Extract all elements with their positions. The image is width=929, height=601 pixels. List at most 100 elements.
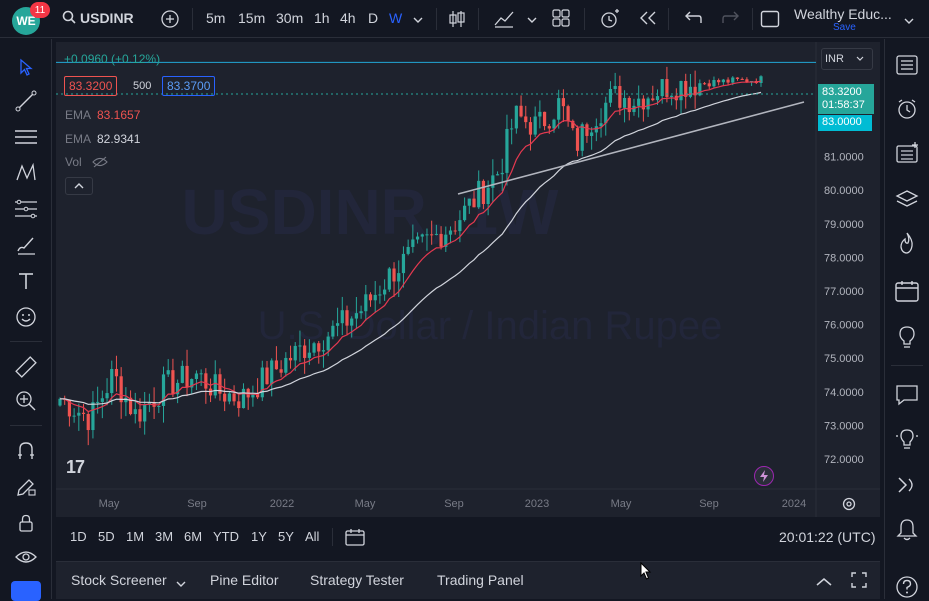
ema2-label[interactable]: EMA bbox=[65, 132, 92, 146]
replay-icon[interactable] bbox=[638, 10, 658, 29]
tab-trading-panel[interactable]: Trading Panel bbox=[437, 572, 524, 588]
settings-gear-icon[interactable] bbox=[841, 496, 857, 517]
range-6m[interactable]: 6M bbox=[184, 529, 203, 544]
candle-body bbox=[524, 116, 528, 123]
chevron-down-icon[interactable] bbox=[904, 13, 914, 29]
fullscreen-box-icon[interactable] bbox=[760, 9, 780, 32]
price-chart[interactable]: USDINR, 1W U.S. Dollar / Indian Rupee 82… bbox=[56, 42, 880, 517]
chevron-down-icon[interactable] bbox=[413, 12, 423, 28]
undo-icon[interactable] bbox=[684, 10, 702, 29]
cursor-arrow-icon[interactable] bbox=[12, 53, 40, 81]
emoji-icon[interactable] bbox=[12, 303, 40, 331]
ruler-icon[interactable] bbox=[12, 353, 40, 381]
symbol-search-icon[interactable] bbox=[62, 10, 76, 27]
magnet-icon[interactable] bbox=[12, 437, 40, 465]
interval-5m[interactable]: 5m bbox=[206, 10, 226, 26]
layout-grid-icon[interactable] bbox=[552, 9, 570, 30]
candle-body bbox=[566, 106, 570, 121]
price-tick-label: 77.0000 bbox=[824, 286, 864, 298]
bottom-panel-tabs: Stock Screener Pine Editor Strategy Test… bbox=[56, 561, 880, 599]
candle-body bbox=[542, 111, 547, 127]
ema1-label[interactable]: EMA bbox=[65, 108, 92, 122]
indicators-icon[interactable] bbox=[493, 9, 515, 32]
pencil-lock-icon[interactable] bbox=[12, 473, 40, 501]
candle-body bbox=[646, 98, 650, 110]
chart-pane[interactable]: USDINR, 1W U.S. Dollar / Indian Rupee 82… bbox=[56, 42, 880, 517]
brush-icon[interactable] bbox=[12, 231, 40, 259]
chevron-down-icon[interactable] bbox=[527, 12, 537, 28]
layout-name[interactable]: Wealthy Educ... bbox=[794, 6, 892, 22]
text-tool-icon[interactable] bbox=[12, 267, 40, 295]
trend-line-icon[interactable] bbox=[12, 87, 40, 115]
candle-body bbox=[321, 350, 326, 352]
range-1d[interactable]: 1D bbox=[70, 529, 87, 544]
eye-crossed-icon[interactable] bbox=[92, 155, 108, 173]
compare-add-icon[interactable] bbox=[160, 9, 180, 32]
volume-label[interactable]: Vol bbox=[65, 155, 82, 169]
tab-stock-screener[interactable]: Stock Screener bbox=[71, 572, 167, 588]
lightbulb-icon[interactable] bbox=[893, 323, 921, 351]
range-all[interactable]: All bbox=[305, 529, 320, 544]
interval-30m[interactable]: 30m bbox=[276, 10, 304, 26]
alert-clock-icon[interactable] bbox=[598, 8, 620, 33]
candle-body bbox=[255, 393, 260, 398]
tradingview-logo[interactable]: 17 bbox=[66, 457, 85, 477]
range-5y[interactable]: 5Y bbox=[278, 529, 294, 544]
utc-clock[interactable]: 20:01:22 (UTC) bbox=[779, 529, 876, 545]
interval-w[interactable]: W bbox=[389, 10, 403, 26]
range-5d[interactable]: 5D bbox=[98, 529, 115, 544]
chevron-down-icon[interactable] bbox=[176, 575, 186, 591]
candle-body bbox=[251, 393, 255, 398]
maximize-panel-icon[interactable] bbox=[851, 572, 867, 591]
candle-body bbox=[731, 77, 735, 83]
trash-icon[interactable] bbox=[11, 581, 41, 601]
redo-icon[interactable] bbox=[722, 10, 740, 29]
goto-date-icon[interactable] bbox=[345, 528, 365, 549]
currency-select[interactable]: INR bbox=[821, 48, 873, 70]
interval-4h[interactable]: 4h bbox=[340, 10, 356, 26]
chevron-up-icon[interactable] bbox=[816, 574, 832, 590]
ema-slow-line bbox=[59, 91, 762, 405]
hotlist-fire-icon[interactable] bbox=[893, 229, 921, 257]
range-3m[interactable]: 3M bbox=[155, 529, 174, 544]
help-icon[interactable] bbox=[893, 573, 921, 601]
lock-icon[interactable] bbox=[12, 509, 40, 537]
watchlist-icon[interactable] bbox=[893, 51, 921, 79]
candle-body bbox=[580, 124, 584, 151]
fib-tools-icon[interactable] bbox=[12, 195, 40, 223]
range-1m[interactable]: 1M bbox=[126, 529, 145, 544]
candle-body bbox=[514, 105, 518, 129]
ascending-trendline[interactable] bbox=[457, 101, 805, 195]
candle-body bbox=[157, 405, 161, 407]
save-button[interactable]: Save bbox=[833, 22, 856, 33]
symbol-name[interactable]: USDINR bbox=[80, 10, 134, 26]
streams-play-icon[interactable] bbox=[893, 471, 921, 499]
notification-bell-icon[interactable] bbox=[893, 515, 921, 543]
candle-body bbox=[453, 230, 457, 232]
layers-icon[interactable] bbox=[893, 185, 921, 213]
lightning-icon[interactable] bbox=[754, 466, 774, 486]
eye-icon[interactable] bbox=[12, 543, 40, 571]
calendar-icon[interactable] bbox=[893, 277, 921, 305]
zoom-in-icon[interactable] bbox=[12, 387, 40, 415]
tab-pine-editor[interactable]: Pine Editor bbox=[210, 572, 279, 588]
data-window-icon[interactable] bbox=[893, 139, 921, 167]
interval-1h[interactable]: 1h bbox=[314, 10, 330, 26]
buy-price-button[interactable]: 83.3700 bbox=[162, 76, 216, 96]
ideas-bulb-icon[interactable] bbox=[893, 425, 921, 453]
pattern-icon[interactable] bbox=[12, 159, 40, 187]
interval-15m[interactable]: 15m bbox=[238, 10, 266, 26]
range-1y[interactable]: 1Y bbox=[251, 529, 267, 544]
alarm-clock-icon[interactable] bbox=[893, 95, 921, 123]
sell-price-button[interactable]: 83.3200 bbox=[64, 76, 118, 96]
interval-d[interactable]: D bbox=[368, 10, 379, 26]
candle-body bbox=[114, 368, 119, 377]
candle-body bbox=[147, 402, 151, 405]
range-ytd[interactable]: YTD bbox=[213, 529, 239, 544]
collapse-legend-button[interactable] bbox=[65, 177, 93, 195]
chat-icon[interactable] bbox=[893, 381, 921, 409]
candles-chart-type-icon[interactable] bbox=[448, 9, 466, 32]
tab-strategy-tester[interactable]: Strategy Tester bbox=[310, 572, 404, 588]
candle-body bbox=[312, 343, 316, 353]
horizontal-lines-icon[interactable] bbox=[12, 123, 40, 151]
